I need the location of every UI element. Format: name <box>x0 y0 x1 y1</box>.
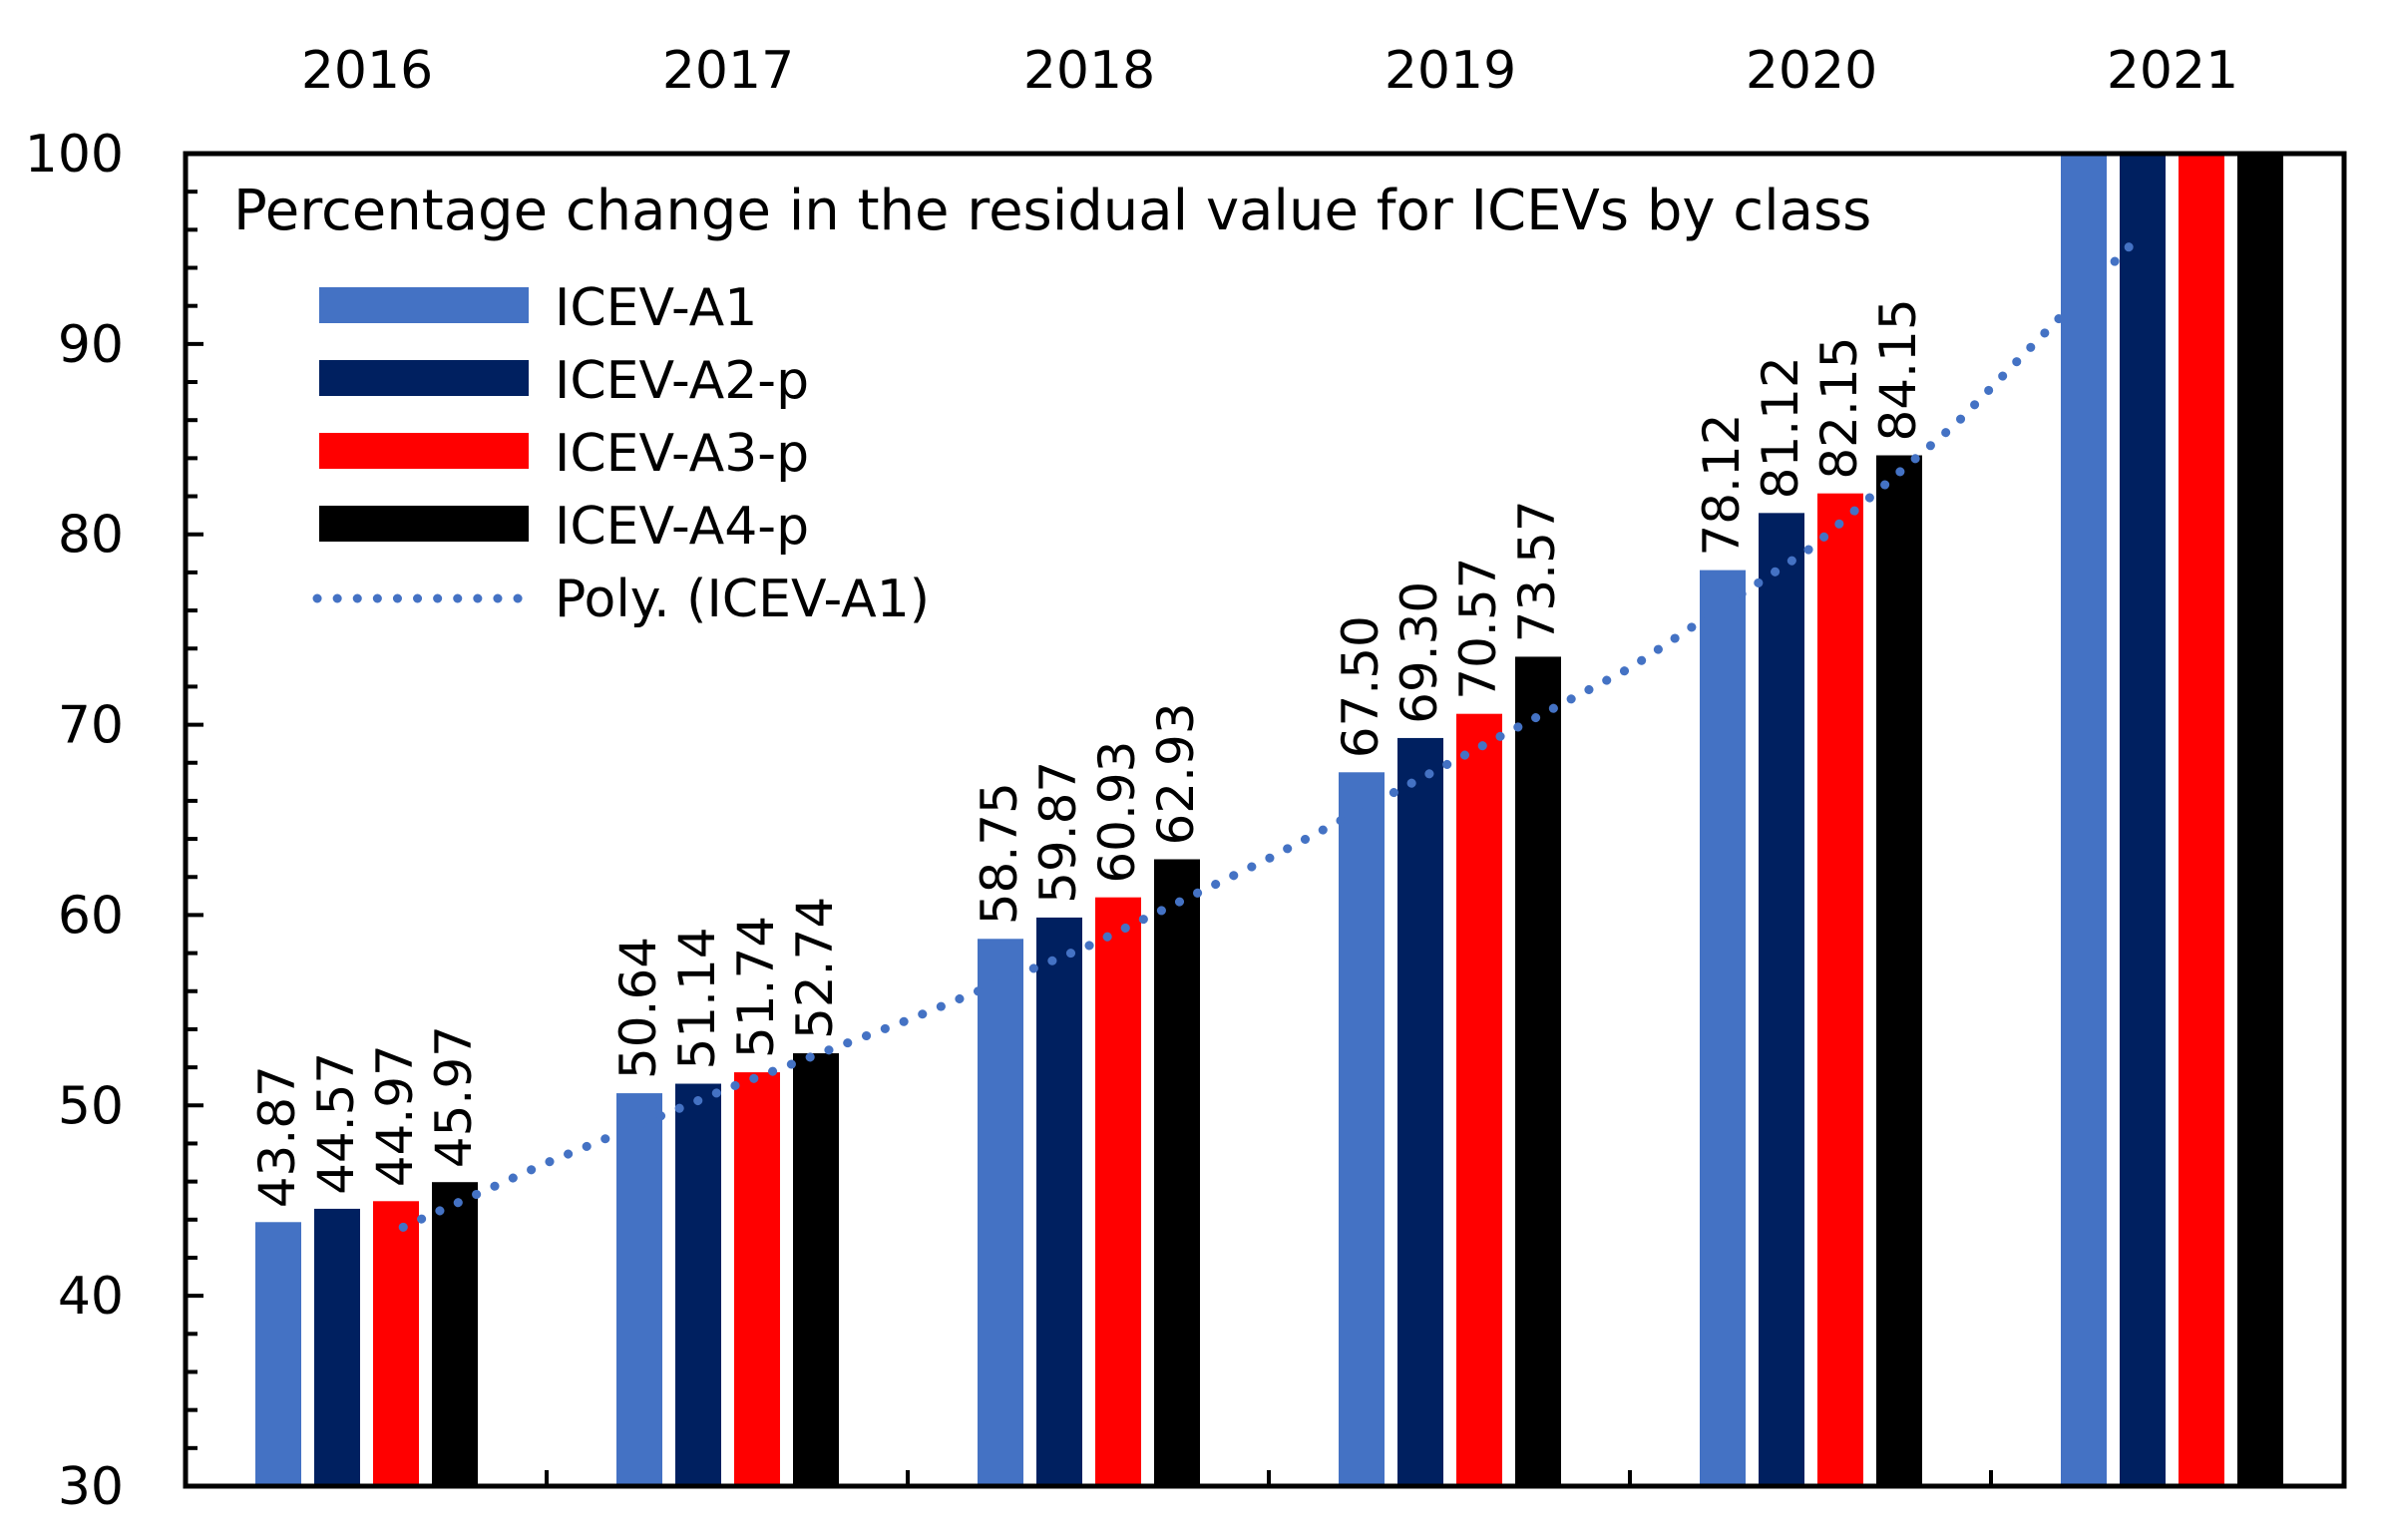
bar-ICEV-A4-p-2021 <box>2237 154 2283 1486</box>
bar-ICEV-A3-p-2016 <box>373 1201 419 1486</box>
data-label-ICEV-A1-2019: 67.50 <box>1332 615 1390 758</box>
data-labels: 43.87 50.64 58.75 67.50 78.12 44.57 51.14 59.87… <box>248 298 1927 1208</box>
data-label-ICEV-A1-2018: 58.75 <box>971 782 1028 925</box>
bar-ICEV-A4-p-2019 <box>1515 656 1561 1486</box>
year-label-2020: 2020 <box>1746 41 1877 101</box>
data-label-ICEV-A4-p-2019: 73.57 <box>1508 500 1566 642</box>
legend-swatch-ICEV-A3-p <box>319 433 529 469</box>
legend-swatch-ICEV-A1 <box>319 287 529 323</box>
y-tick-label-60: 60 <box>58 886 124 946</box>
legend-label-ICEV-A3-p: ICEV-A3-p <box>555 424 809 484</box>
y-tick-label-90: 90 <box>58 315 124 375</box>
y-tick-label-70: 70 <box>58 696 124 756</box>
data-label-ICEV-A2-p-2016: 44.57 <box>307 1052 365 1195</box>
bar-ICEV-A1-2021 <box>2061 154 2107 1486</box>
data-label-ICEV-A4-p-2018: 62.93 <box>1147 702 1205 845</box>
data-label-ICEV-A3-p-2017: 51.74 <box>727 916 785 1058</box>
bar-ICEV-A1-2020 <box>1700 570 1746 1486</box>
bar-ICEV-A1-2016 <box>255 1222 301 1486</box>
year-label-2017: 2017 <box>662 41 794 101</box>
y-tick-label-80: 80 <box>58 506 124 566</box>
year-labels: 2016 2017 2018 2019 2020 2021 <box>301 41 2238 101</box>
y-tick-label-50: 50 <box>58 1076 124 1136</box>
legend-label-trendline: Poly. (ICEV-A1) <box>555 570 930 629</box>
data-label-ICEV-A3-p-2018: 60.93 <box>1088 741 1146 884</box>
bar-ICEV-A2-p-2016 <box>314 1208 360 1486</box>
plot-frame <box>183 151 2347 1489</box>
bar-ICEV-A4-p-2017 <box>793 1052 839 1486</box>
bar-ICEV-A3-p-2021 <box>2179 154 2224 1486</box>
bar-ICEV-A2-p-2021 <box>2120 154 2166 1486</box>
year-label-2019: 2019 <box>1385 41 1516 101</box>
data-label-ICEV-A2-p-2017: 51.14 <box>668 927 726 1069</box>
legend: ICEV-A1 ICEV-A2-p ICEV-A3-p ICEV-A4-p Poly. … <box>312 278 930 629</box>
data-label-ICEV-A4-p-2020: 84.15 <box>1869 298 1927 441</box>
bar-ICEV-A3-p-2020 <box>1817 493 1863 1486</box>
trendline <box>398 234 2142 1232</box>
data-label-ICEV-A2-p-2018: 59.87 <box>1029 761 1087 904</box>
data-label-ICEV-A3-p-2016: 44.97 <box>366 1044 424 1187</box>
legend-label-ICEV-A4-p: ICEV-A4-p <box>555 497 809 557</box>
legend-label-ICEV-A1: ICEV-A1 <box>555 278 757 338</box>
bar-ICEV-A4-p-2020 <box>1876 455 1922 1487</box>
bar-ICEV-A2-p-2018 <box>1036 917 1082 1486</box>
bar-ICEV-A2-p-2020 <box>1759 513 1804 1486</box>
bar-ICEV-A2-p-2017 <box>675 1083 721 1486</box>
bar-ICEV-A1-2017 <box>616 1093 662 1486</box>
bar-ICEV-A4-p-2018 <box>1154 859 1200 1486</box>
legend-swatch-ICEV-A4-p <box>319 506 529 542</box>
data-label-ICEV-A1-2017: 50.64 <box>609 937 667 1079</box>
data-label-ICEV-A4-p-2017: 52.74 <box>786 897 844 1039</box>
chart-title: Percentage change in the residual value … <box>233 179 1871 243</box>
data-label-ICEV-A3-p-2019: 70.57 <box>1449 558 1507 700</box>
bar-ICEV-A4-p-2016 <box>432 1182 478 1486</box>
year-label-2018: 2018 <box>1023 41 1155 101</box>
data-label-ICEV-A1-2016: 43.87 <box>248 1065 306 1208</box>
legend-swatch-ICEV-A2-p <box>319 360 529 396</box>
y-tick-label-100: 100 <box>25 125 124 185</box>
data-label-ICEV-A3-p-2020: 82.15 <box>1810 337 1868 480</box>
bar-ICEV-A1-2019 <box>1339 772 1385 1486</box>
year-label-2016: 2016 <box>301 41 433 101</box>
bar-ICEV-A3-p-2019 <box>1456 713 1502 1486</box>
bar-ICEV-A3-p-2018 <box>1095 897 1141 1486</box>
x-axis <box>545 1470 1993 1486</box>
trendline-path <box>398 234 2142 1232</box>
y-tick-label-40: 40 <box>58 1267 124 1327</box>
y-tick-label-30: 30 <box>58 1457 124 1517</box>
bar-ICEV-A1-2018 <box>978 939 1023 1486</box>
y-axis: 30 40 50 60 70 80 90 100 <box>25 125 203 1517</box>
bars <box>255 154 2283 1487</box>
data-label-ICEV-A1-2020: 78.12 <box>1693 413 1751 556</box>
bar-ICEV-A2-p-2019 <box>1397 737 1443 1486</box>
bar-ICEV-A3-p-2017 <box>734 1072 780 1486</box>
data-label-ICEV-A4-p-2016: 45.97 <box>425 1025 483 1168</box>
legend-label-ICEV-A2-p: ICEV-A2-p <box>555 351 809 411</box>
data-label-ICEV-A2-p-2020: 81.12 <box>1752 356 1809 499</box>
data-label-ICEV-A2-p-2019: 69.30 <box>1390 581 1448 724</box>
year-label-2021: 2021 <box>2107 41 2238 101</box>
